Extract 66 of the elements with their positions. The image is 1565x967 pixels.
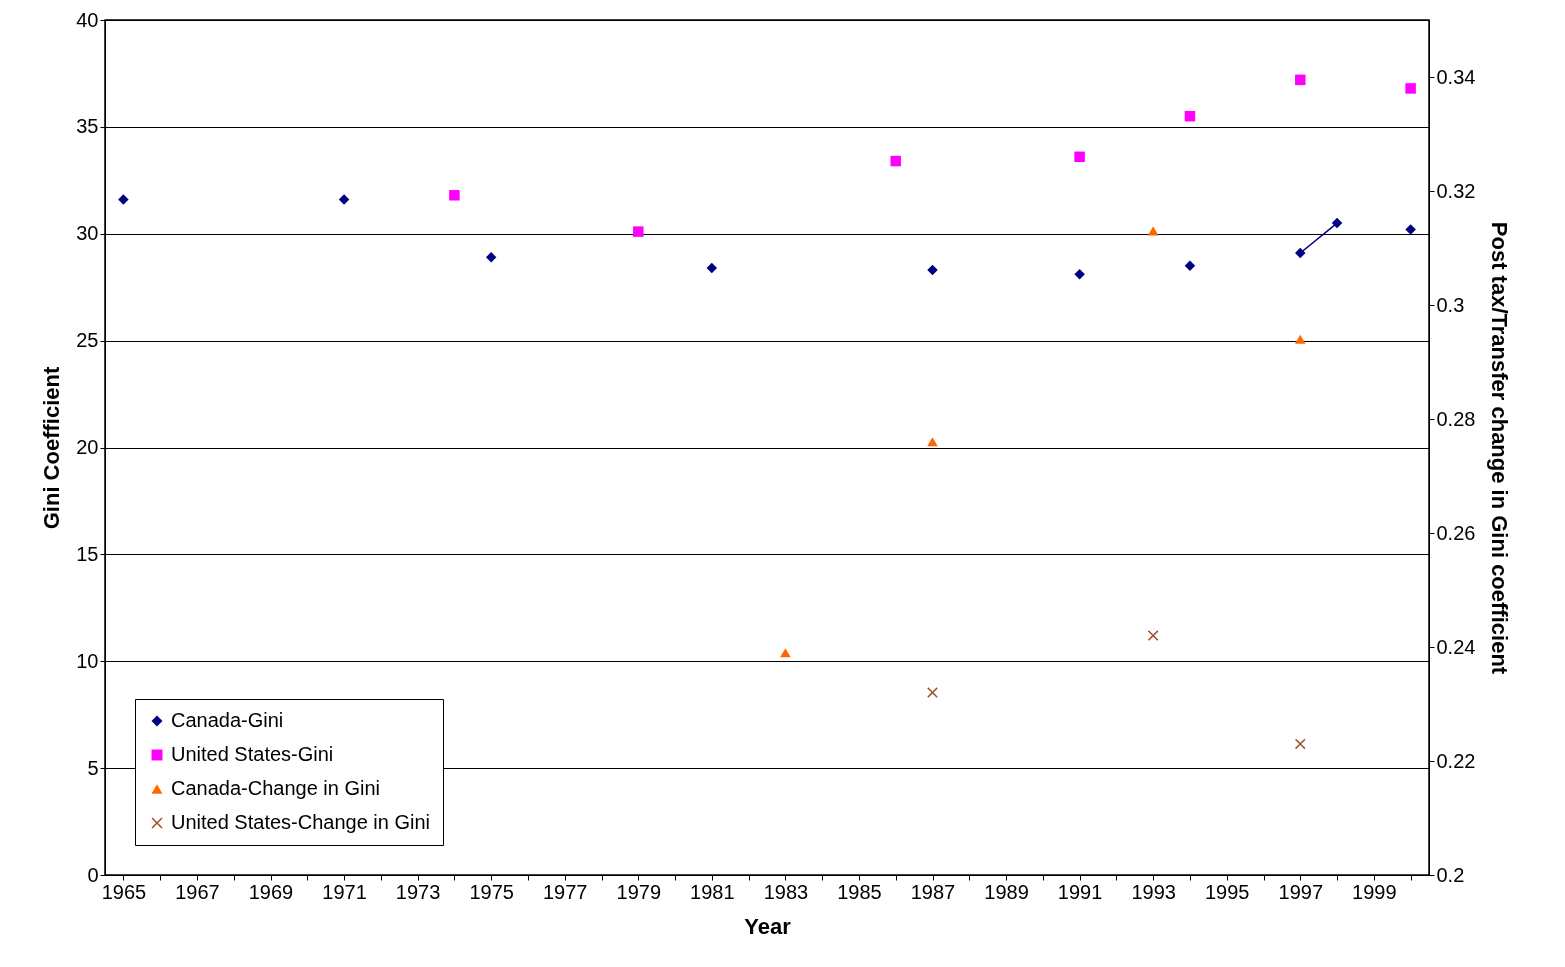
point <box>449 190 460 201</box>
point <box>1405 83 1416 94</box>
y-tick-label: 30 <box>76 222 99 245</box>
x-tick-label: 1981 <box>690 880 735 903</box>
y2-tick-label: 0.22 <box>1436 749 1476 772</box>
x-tick-label: 1985 <box>837 880 882 903</box>
y-tick-label: 5 <box>87 756 99 779</box>
y2-tick-label: 0.24 <box>1436 635 1476 658</box>
point <box>927 264 938 276</box>
y-tick-label: 20 <box>76 436 99 458</box>
point <box>1331 217 1343 229</box>
y-tick-label: 0 <box>87 863 99 886</box>
x-tick-label: 1999 <box>1352 880 1397 903</box>
x-tick-label: 1967 <box>175 880 220 903</box>
legend-label: United States-Change in Gini <box>171 811 431 833</box>
point <box>780 648 791 658</box>
x-tick-label: 1995 <box>1204 880 1250 903</box>
point <box>485 252 497 263</box>
point <box>1184 260 1196 272</box>
x-tick-label: 1979 <box>616 880 662 903</box>
point <box>927 687 938 698</box>
y-tick-label: 25 <box>76 329 99 352</box>
y2-tick-label: 0.32 <box>1436 179 1476 202</box>
point <box>1405 224 1416 235</box>
y-tick-label: 10 <box>76 649 99 672</box>
x-tick-label: 1973 <box>395 880 441 903</box>
y-tick-label: 35 <box>76 115 99 138</box>
point <box>1184 110 1196 122</box>
point <box>118 194 129 205</box>
legend-label: Canada-Gini <box>171 709 284 731</box>
x-tick-label: 1971 <box>322 880 367 903</box>
legend-label: United States-Gini <box>171 743 334 765</box>
point <box>1147 630 1159 641</box>
y2-tick-label: 0.34 <box>1436 65 1476 88</box>
x-axis-title: Year <box>744 913 792 939</box>
x-tick-label: 1989 <box>984 880 1029 903</box>
x-tick-label: 1987 <box>910 880 956 903</box>
x-tick-label: 1997 <box>1278 880 1324 903</box>
x-tick-label: 1969 <box>248 880 294 903</box>
point <box>1295 74 1306 86</box>
point <box>890 155 901 167</box>
point <box>338 194 350 205</box>
x-tick-label: 1965 <box>101 880 147 903</box>
x-tick-label: 1977 <box>542 880 588 903</box>
point <box>1295 738 1306 750</box>
y2-tick-label: 0.28 <box>1436 407 1476 430</box>
x-tick-label: 1975 <box>469 880 514 903</box>
y2-tick-label: 0.2 <box>1436 863 1465 886</box>
y2-tick-label: 0.26 <box>1436 521 1476 544</box>
point <box>1074 151 1085 163</box>
point <box>1074 269 1085 280</box>
point <box>1147 226 1159 236</box>
y2-axis-title: Post tax/Transfer change in Gini coefficient <box>1487 221 1513 675</box>
point <box>706 262 718 274</box>
legend-label: Canada-Change in Gini <box>171 777 381 799</box>
y-axis-title: Gini Coefficient <box>39 366 65 530</box>
point <box>633 226 644 237</box>
point <box>1295 334 1306 344</box>
y-tick-label: 15 <box>76 542 99 565</box>
x-tick-label: 1983 <box>763 880 809 903</box>
y2-tick-label: 0.3 <box>1436 293 1465 316</box>
point <box>1295 247 1306 259</box>
y-tick-label: 40 <box>76 8 99 31</box>
x-tick-label: 1991 <box>1057 880 1103 903</box>
point <box>927 437 938 447</box>
x-tick-label: 1993 <box>1131 880 1176 903</box>
